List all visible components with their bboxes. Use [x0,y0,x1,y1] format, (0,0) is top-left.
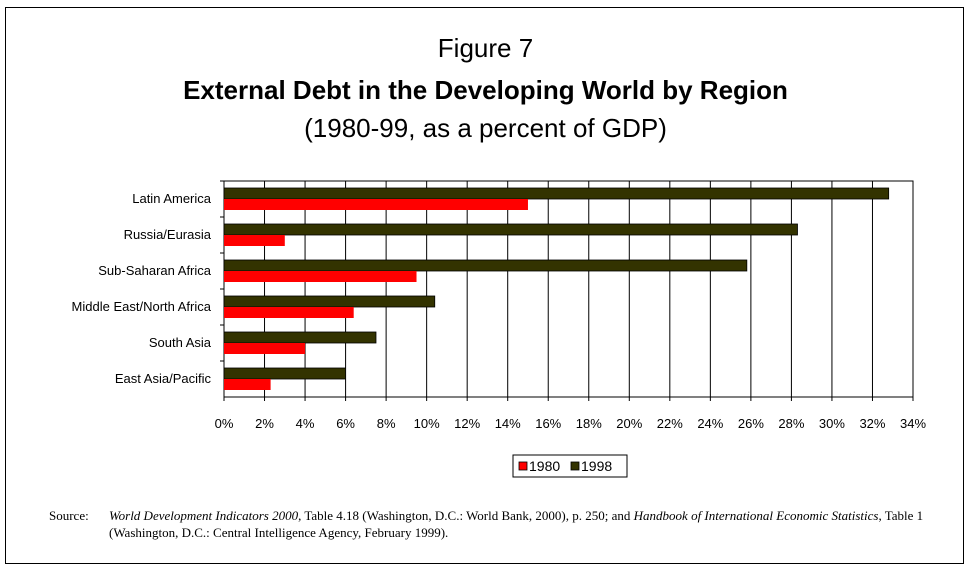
legend-label-1980: 1980 [529,458,560,474]
legend-box [512,454,628,478]
category-label: Latin America [132,191,212,206]
x-tick-label: 32% [859,416,885,431]
source-label: Source: [49,508,89,523]
bar-1980 [224,235,285,246]
category-label: Middle East/North Africa [72,299,212,314]
bar-1980 [224,199,528,210]
chart-title: External Debt in the Developing World by… [183,75,788,105]
legend-swatch-1998 [570,461,580,471]
x-tick-label: 10% [414,416,440,431]
legend-swatch-1980 [518,461,528,471]
figure-frame [5,7,964,564]
x-tick-label: 30% [819,416,845,431]
x-tick-label: 26% [738,416,764,431]
bar-1998 [223,259,748,272]
bar-1980 [224,379,271,390]
bar-1998 [223,331,377,344]
bar-1998 [223,367,346,380]
bar-1980 [224,307,354,318]
x-tick-label: 20% [616,416,642,431]
figure-number: Figure 7 [437,33,534,63]
x-tick-label: 24% [697,416,723,431]
category-label: East Asia/Pacific [115,371,212,386]
plot-area [223,180,914,398]
category-label: South Asia [149,335,212,350]
bar-1998 [223,295,436,308]
x-tick-label: 4% [296,416,315,431]
source-detail-2: , Table 1 (Washington, D.C.: Central Int… [109,508,924,540]
bar-1998 [223,223,798,236]
x-tick-label: 18% [576,416,602,431]
category-label: Russia/Eurasia [124,227,212,242]
bar-1998 [223,187,890,200]
legend-label-1998: 1998 [581,458,612,474]
x-tick-label: 16% [535,416,561,431]
bar-1980 [224,343,306,354]
x-tick-label: 0% [215,416,234,431]
x-tick-label: 8% [377,416,396,431]
x-tick-label: 12% [454,416,480,431]
source-detail-1: , Table 4.18 (Washington, D.C.: World Ba… [298,508,634,523]
x-tick-label: 34% [900,416,926,431]
source-text: World Development Indicators 2000, Table… [109,507,954,541]
x-tick-label: 22% [657,416,683,431]
source-title-2: Handbook of International Economic Stati… [633,508,879,523]
source-title-1: World Development Indicators 2000 [109,508,299,523]
x-tick-label: 6% [336,416,355,431]
chart-subtitle: (1980-99, as a percent of GDP) [304,113,667,143]
x-tick-label: 14% [495,416,521,431]
category-label: Sub-Saharan Africa [98,263,212,278]
x-tick-label: 28% [778,416,804,431]
bar-1980 [224,271,417,282]
x-tick-label: 2% [255,416,274,431]
source-note: Source: World Development Indicators 200… [49,507,954,541]
